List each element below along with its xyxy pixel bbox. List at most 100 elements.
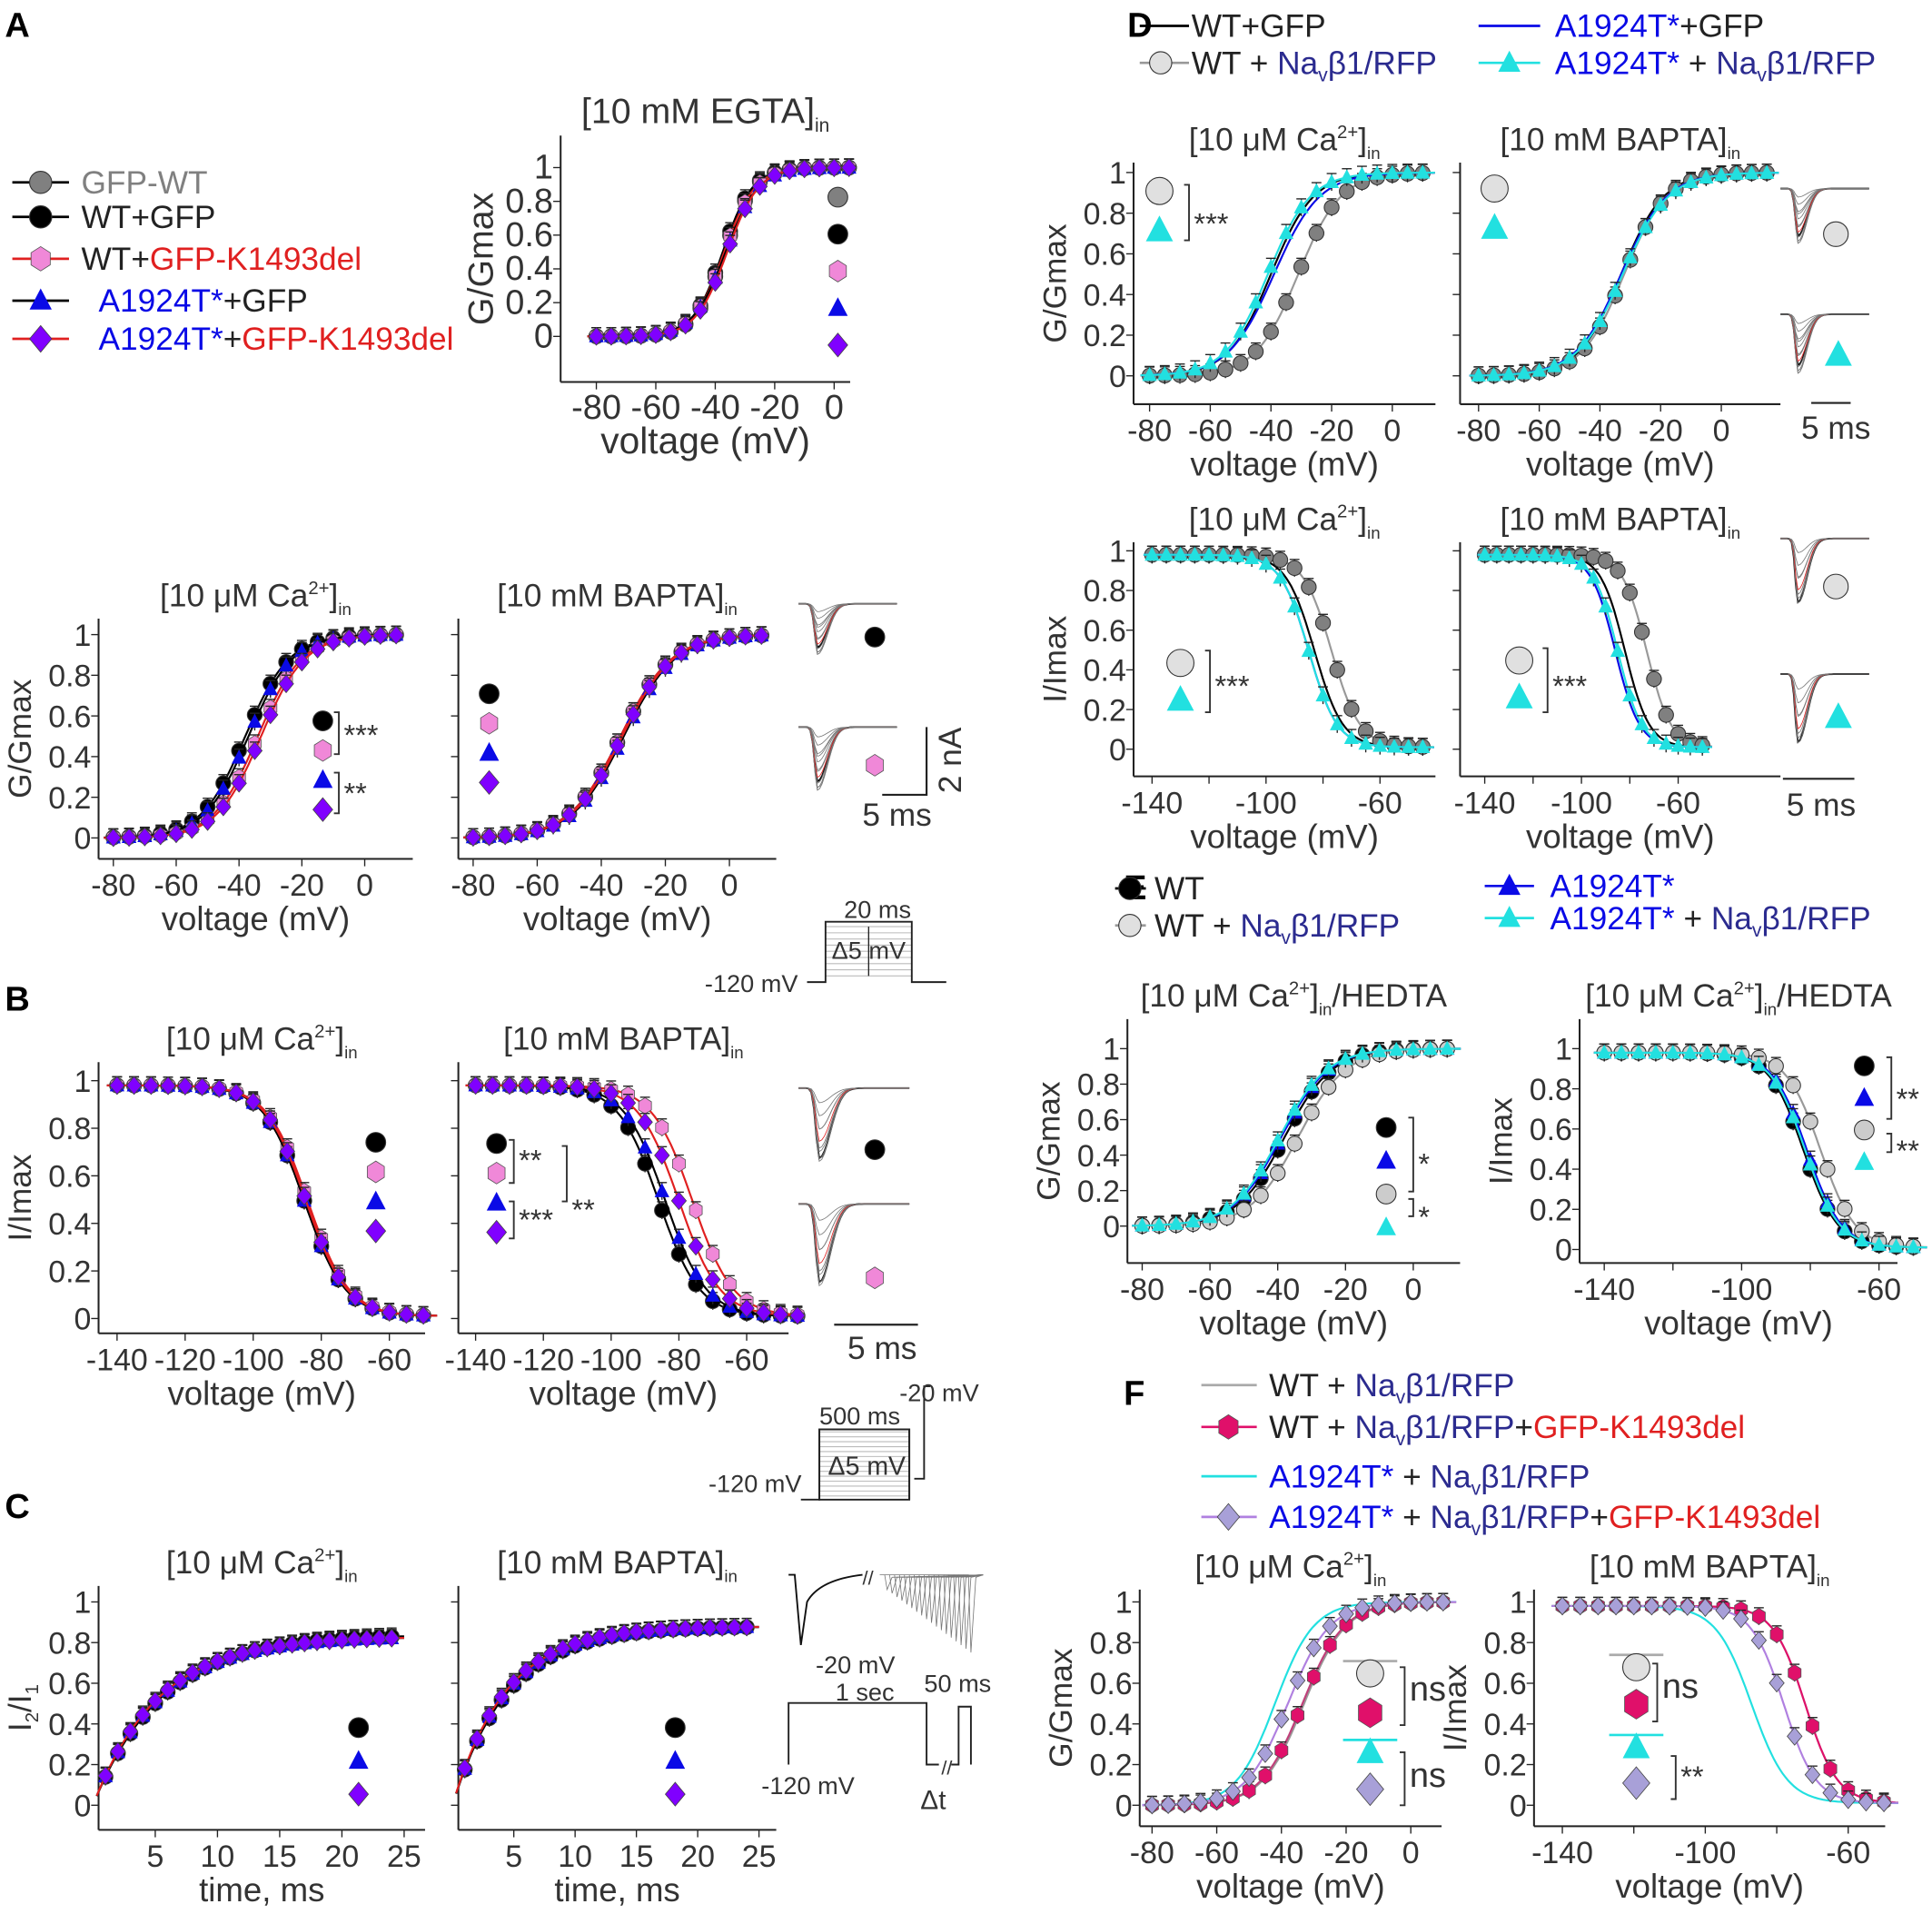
series-D-3 — [1140, 163, 1435, 384]
legend-label: WT — [1154, 871, 1204, 907]
y-tick-label: 0.4 — [505, 250, 553, 288]
legend-label: WT+GFP — [1192, 9, 1326, 45]
data-point — [1435, 1592, 1451, 1612]
data-point — [1389, 1041, 1404, 1056]
chart-title: [10 μM Ca2+]in — [1189, 501, 1381, 541]
legend-item-E-2: A1924T* — [1484, 869, 1675, 905]
data-point — [796, 159, 813, 179]
data-point — [359, 1629, 375, 1649]
data-point — [1301, 642, 1316, 658]
y-tick-label: 0 — [74, 1303, 92, 1337]
inset-key-circle-icon — [864, 1139, 886, 1161]
data-point — [677, 1619, 694, 1639]
data-point — [1697, 1598, 1714, 1617]
y-tick-label: 1 — [1555, 1033, 1572, 1067]
legend-label: A1924T*+GFP-K1493del — [99, 322, 454, 357]
data-point — [1785, 1077, 1801, 1094]
panel-letter-C: C — [5, 1488, 29, 1526]
current-trace — [1780, 673, 1869, 690]
data-point — [184, 1662, 201, 1682]
fit-curve — [1140, 171, 1435, 377]
data-point — [1788, 1664, 1802, 1682]
y-axis-label: G/Gmax — [3, 679, 38, 798]
key-circle-icon — [1853, 1055, 1875, 1076]
data-point — [618, 326, 634, 346]
fit-curve — [1551, 1604, 1898, 1805]
significance-bracket — [333, 771, 340, 815]
title-subscript: in — [1319, 1000, 1333, 1019]
legend-text-part: WT + — [1269, 1410, 1354, 1445]
data-point — [552, 1076, 569, 1096]
data-point — [1622, 687, 1638, 702]
y-tick-label: 0.2 — [1084, 693, 1126, 728]
data-point — [588, 326, 605, 346]
data-point — [505, 1672, 522, 1692]
legend-text-part: v — [1281, 927, 1291, 948]
y-tick-label: 1 — [1109, 535, 1126, 570]
current-traces-inset-d-inact-wt — [1780, 537, 1869, 604]
x-axis-label: voltage (mV) — [530, 1374, 718, 1412]
current-traces-inset-b-wt — [798, 1086, 910, 1163]
significance-bracket — [1542, 647, 1549, 714]
key-diamond-icon — [365, 1218, 387, 1244]
data-point — [134, 1705, 151, 1724]
series-F-2 — [1551, 1604, 1898, 1805]
data-point — [1372, 1043, 1387, 1057]
series-D-2 — [1140, 171, 1435, 377]
legend-text-part: A1924T* — [99, 283, 223, 319]
chart-F_i: [10 mM BAPTA]in 0 0.2 0.4 0.6 0.8 1 -140 -100 -60… — [1438, 1549, 1898, 1905]
data-point — [673, 643, 689, 663]
x-tick-label: -60 — [1656, 786, 1700, 820]
data-point — [1577, 335, 1592, 350]
data-point — [388, 625, 404, 645]
legend-text-part: WT + — [1192, 45, 1277, 81]
legend-label: GFP-WT — [82, 165, 208, 201]
chart-A_bapta: [10 mM BAPTA]in -80 -60 -40 -20 0 voltage (mV) — [451, 578, 777, 937]
key-hexagon-icon — [1624, 1689, 1649, 1720]
x-axis-label: voltage (mV) — [1644, 1304, 1833, 1342]
y-label-part: I/Imax — [3, 1154, 38, 1241]
fit-curve — [1551, 1604, 1898, 1804]
key-circle-icon — [1480, 174, 1509, 203]
y-axis-label: G/Gmax — [1037, 223, 1073, 343]
data-point — [721, 1289, 738, 1308]
data-point — [628, 1622, 645, 1641]
data-point — [1876, 1793, 1892, 1813]
significance-label: ** — [1897, 1135, 1920, 1167]
data-point — [1550, 548, 1565, 562]
data-point — [841, 158, 857, 177]
legend-item-D-2: A1924T*+GFP — [1478, 9, 1764, 45]
data-point — [1134, 1217, 1150, 1232]
data-point — [222, 1647, 238, 1667]
data-point — [1358, 735, 1373, 750]
data-point — [1823, 1760, 1838, 1778]
key-triangle-icon — [365, 1190, 386, 1210]
data-point — [1320, 1079, 1337, 1096]
data-point — [1315, 687, 1331, 702]
protocol-duration: 500 ms — [819, 1402, 900, 1430]
data-point — [1590, 1596, 1607, 1616]
data-point — [1665, 1044, 1680, 1059]
significance-label: *** — [519, 1204, 553, 1236]
legend-item-E-0: WT — [1115, 871, 1204, 907]
data-point — [1272, 551, 1289, 569]
y-label-part: I/Imax — [1483, 1097, 1519, 1185]
data-point — [484, 1076, 500, 1096]
data-point — [705, 1270, 721, 1289]
data-point — [1201, 546, 1217, 561]
panel-letter-A: A — [5, 7, 29, 45]
legend-text-part: Na — [1431, 1459, 1471, 1494]
series-F-3 — [1551, 1596, 1898, 1813]
title-subscript: in — [344, 1567, 358, 1586]
current-trace — [798, 1203, 910, 1284]
data-point — [1598, 598, 1613, 613]
key-diamond-icon — [827, 332, 848, 358]
data-point — [231, 773, 247, 793]
data-point — [246, 740, 263, 760]
data-point — [722, 234, 738, 254]
inset-key-triangle-icon — [1824, 340, 1852, 366]
x-tick-label: -60 — [367, 1343, 411, 1377]
legend-text-part: v — [1752, 920, 1762, 941]
